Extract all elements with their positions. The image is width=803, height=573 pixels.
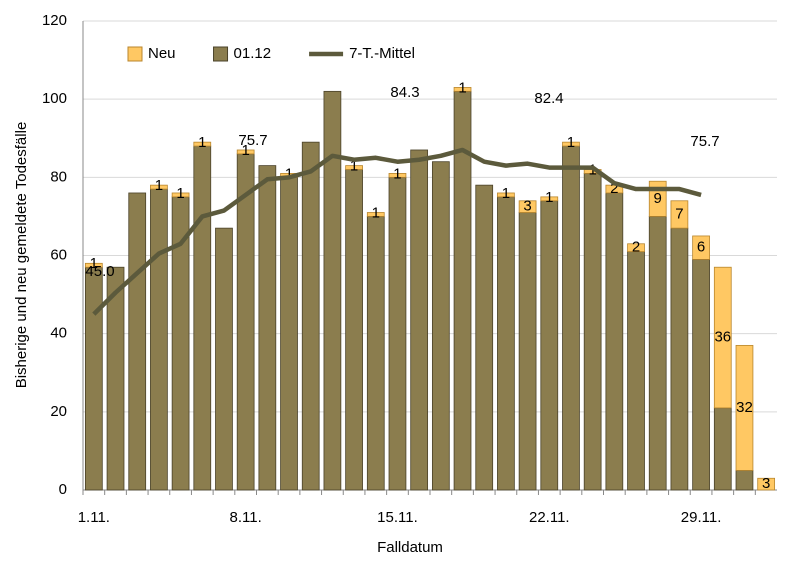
x-tick-label: 22.11. (529, 509, 570, 526)
bar-base (128, 192, 147, 491)
bar-new (562, 141, 580, 147)
bar-base (215, 227, 233, 491)
data-label: 1 (285, 165, 293, 182)
bar-new (366, 212, 385, 217)
data-label: 1 (545, 189, 553, 206)
legend-swatch (127, 46, 143, 62)
bar-base (345, 169, 363, 491)
bar-base (150, 188, 168, 491)
bar-new (171, 192, 190, 198)
legend-bg (118, 42, 478, 66)
bar-base (562, 145, 580, 491)
x-tick-label: 1.11. (78, 509, 110, 526)
bar-new (735, 344, 754, 471)
x-tick-label: 8.11. (230, 509, 262, 526)
legend-swatch (213, 46, 229, 62)
data-label: 1 (241, 142, 249, 159)
data-label: 6 (697, 239, 705, 256)
annotation: 75.7 (690, 133, 719, 150)
data-label: 1 (176, 185, 184, 202)
bar-new (453, 87, 472, 92)
data-label: 1 (458, 79, 466, 96)
bar-base (410, 149, 429, 491)
data-label: 1 (155, 177, 163, 194)
annotation: 82.4 (534, 90, 563, 107)
bar-base (475, 184, 494, 491)
bar-base (605, 192, 624, 491)
data-label: 2 (632, 239, 640, 256)
y-tick-label: 60 (50, 246, 67, 263)
bar-base (301, 141, 320, 491)
bar-base (692, 259, 710, 491)
bar-new (713, 266, 732, 409)
data-label: 1 (502, 185, 510, 202)
bar-new (388, 173, 407, 178)
y-tick-label: 120 (42, 12, 67, 29)
bar-new (757, 477, 776, 491)
bar-new (345, 165, 363, 170)
x-axis-label: Falldatum (377, 539, 443, 556)
bar-new (540, 196, 559, 202)
y-tick-label: 100 (42, 90, 67, 107)
bar-base (258, 165, 277, 491)
y-tick-label: 20 (50, 403, 67, 420)
bar-new (150, 184, 168, 190)
data-label: 7 (675, 205, 683, 222)
bar-base (648, 216, 667, 491)
y-tick-label: 80 (50, 168, 67, 185)
bar-base (627, 251, 645, 491)
y-tick-label: 40 (50, 325, 67, 342)
annotation: 84.3 (390, 84, 419, 101)
data-label: 9 (654, 190, 662, 207)
legend-label: 7-T.-Mittel (349, 45, 415, 62)
x-tick-label: 15.11. (377, 509, 418, 526)
bar-base (497, 196, 515, 491)
data-label: 1 (198, 134, 206, 151)
data-label: 1 (350, 158, 358, 175)
data-label: 36 (714, 329, 731, 346)
annotation: 45.0 (85, 263, 114, 280)
legend-label: Neu (148, 45, 176, 62)
bar-base (236, 153, 255, 491)
bar-new (84, 262, 103, 268)
data-label: 2 (610, 180, 618, 197)
average-line (92, 147, 702, 316)
data-label: 1 (393, 165, 401, 182)
bar-base (583, 173, 602, 491)
bar-base (735, 470, 754, 491)
y-tick-label: 0 (59, 481, 67, 498)
bar-new (518, 200, 537, 213)
bar-base (670, 227, 689, 491)
bar-base (366, 216, 385, 491)
legend-label: 01.12 (234, 45, 272, 62)
bar-new (692, 235, 710, 260)
bar-new (627, 243, 645, 252)
bar-new (670, 200, 689, 229)
bar-base (388, 176, 407, 491)
data-label: 1 (90, 255, 98, 272)
annotation: 75.7 (238, 132, 267, 149)
bar-new (236, 149, 255, 155)
bar-base (323, 90, 342, 491)
bar-base (84, 266, 103, 491)
data-label: 3 (762, 475, 770, 492)
x-tick-label: 29.11. (681, 509, 722, 526)
bar-base (193, 145, 212, 491)
bar-base (431, 161, 450, 491)
data-label: 3 (523, 198, 531, 215)
data-label: 1 (372, 204, 380, 221)
y-axis-label: Bisherige und neu gemeldete Todesfälle (13, 122, 30, 389)
data-label: 32 (736, 399, 753, 416)
bar-base (713, 407, 732, 491)
bar-base (540, 200, 559, 491)
bar-new (193, 141, 212, 147)
bar-base (106, 266, 125, 491)
bar-base (280, 176, 298, 491)
data-label: 1 (567, 134, 575, 151)
bar-base (518, 212, 537, 491)
bar-new (497, 192, 515, 198)
